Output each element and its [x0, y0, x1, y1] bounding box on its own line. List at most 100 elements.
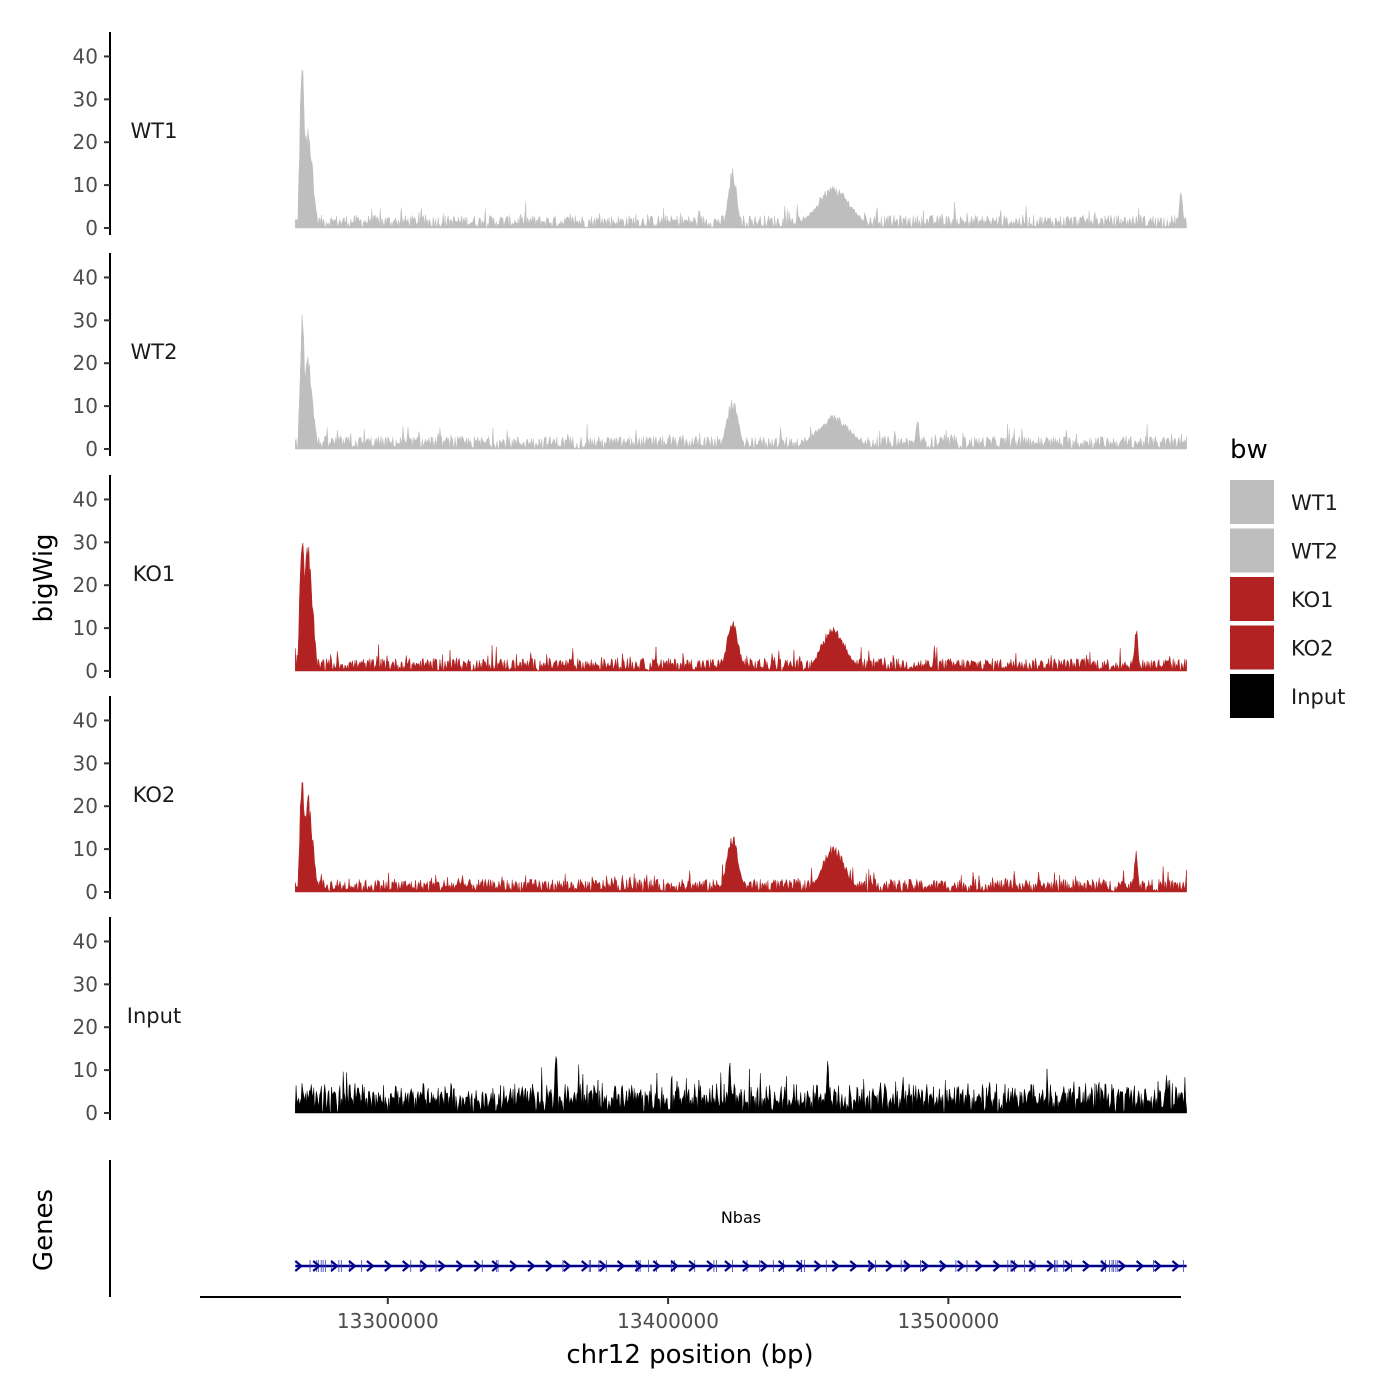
x-tick-label: 13300000: [337, 1309, 439, 1333]
genes-track: Nbas: [109, 1160, 1187, 1297]
y-tick-label: 10: [73, 173, 98, 197]
y-tick-label: 20: [73, 130, 98, 154]
strand-arrow: [294, 1260, 304, 1272]
strand-arrow: [795, 1260, 805, 1272]
strand-arrow: [384, 1260, 393, 1272]
strand-arrow: [992, 1260, 1002, 1272]
strand-arrow: [563, 1260, 572, 1272]
y-tick-label: 10: [73, 394, 98, 418]
signal-area-input: [295, 1056, 1187, 1114]
strand-arrow: [759, 1260, 769, 1272]
y-tick-label: 0: [85, 880, 98, 904]
strand-arrow: [330, 1260, 339, 1272]
signal-area-wt2: [295, 314, 1187, 450]
signal-area-wt1: [295, 69, 1187, 229]
track-label: Input: [127, 1004, 181, 1028]
y-axis-title: bigWig: [29, 533, 59, 622]
strand-arrow: [491, 1260, 500, 1272]
strand-arrow: [938, 1260, 948, 1272]
x-axis: 13300000 13400000 13500000: [200, 1296, 1181, 1333]
strand-arrow: [885, 1260, 894, 1272]
y-tick-label: 30: [73, 87, 98, 111]
legend-swatch-wt1: [1230, 480, 1274, 524]
strand-arrow: [724, 1260, 733, 1272]
strand-arrow: [634, 1260, 644, 1272]
strand-arrow: [1171, 1260, 1181, 1272]
y-tick-label: 0: [85, 216, 98, 240]
x-axis-title: chr12 position (bp): [566, 1340, 813, 1370]
legend-label-ko2: KO2: [1291, 637, 1334, 661]
strand-arrow: [1064, 1260, 1073, 1272]
strand-arrow: [706, 1260, 715, 1272]
y-tick-label: 10: [73, 616, 98, 640]
strand-arrow: [1010, 1260, 1020, 1272]
track-label: KO2: [133, 783, 176, 807]
strand-arrow: [670, 1260, 679, 1272]
strand-arrow: [598, 1260, 608, 1272]
strand-arrow: [1135, 1260, 1145, 1272]
y-tick-label: 20: [73, 794, 98, 818]
strand-arrow: [813, 1260, 823, 1272]
strand-arrow: [312, 1260, 321, 1272]
strand-arrow: [1117, 1260, 1127, 1272]
strand-arrow: [401, 1260, 411, 1272]
strand-arrow: [527, 1260, 536, 1272]
y-tick-label: 30: [73, 751, 98, 775]
x-tick-label: 13400000: [617, 1309, 719, 1333]
legend-title: bw: [1230, 435, 1268, 465]
y-tick-label: 30: [73, 308, 98, 332]
legend-swatch-ko1: [1230, 577, 1274, 621]
legend-label-ko1: KO1: [1291, 588, 1334, 612]
y-tick-label: 40: [73, 265, 98, 289]
y-tick-label: 0: [85, 1101, 98, 1125]
x-tick-label: 13500000: [897, 1309, 999, 1333]
y-tick-label: 30: [73, 972, 98, 996]
strand-arrow: [1082, 1260, 1091, 1272]
strand-arrow: [688, 1260, 697, 1272]
genes-axis-title: Genes: [29, 1189, 59, 1271]
strand-arrow: [1153, 1260, 1163, 1272]
y-tick-label: 40: [73, 708, 98, 732]
y-tick-label: 20: [73, 1015, 98, 1039]
y-tick-label: 10: [73, 837, 98, 861]
gene-label: Nbas: [721, 1208, 761, 1227]
strand-arrow: [867, 1260, 876, 1272]
strand-arrow: [616, 1260, 626, 1272]
legend: bw WT1 WT2 KO1 KO2 Input: [1230, 435, 1345, 718]
track-wt1: 0 10 20 30 40 WT1: [73, 32, 1187, 240]
signal-tracks: 0 10 20 30 40 WT1 0 10 20 30 40 WT2 0 10 20 30 40 KO1 0 10 2…: [73, 32, 1187, 1125]
strand-arrow: [1046, 1260, 1055, 1272]
track-input: 0 10 20 30 40 Input: [73, 917, 1187, 1125]
strand-arrow: [473, 1260, 483, 1272]
track-wt2: 0 10 20 30 40 WT2: [73, 253, 1187, 461]
track-ko2: 0 10 20 30 40 KO2: [73, 696, 1187, 904]
strand-arrow: [742, 1260, 751, 1272]
signal-area-ko1: [295, 542, 1187, 672]
strand-arrow: [509, 1260, 518, 1272]
track-label: KO1: [133, 562, 176, 586]
strand-arrow: [366, 1260, 375, 1272]
legend-swatch-wt2: [1230, 528, 1274, 573]
strand-arrow: [455, 1260, 465, 1272]
strand-arrow: [956, 1260, 966, 1272]
strand-arrow: [545, 1260, 554, 1272]
strand-arrow: [921, 1260, 930, 1272]
strand-arrow: [1028, 1260, 1037, 1272]
track-label: WT2: [131, 340, 178, 364]
strand-arrow: [437, 1260, 447, 1272]
legend-label-input: Input: [1291, 685, 1345, 709]
legend-swatch-ko2: [1230, 625, 1274, 670]
strand-arrow: [777, 1260, 787, 1272]
legend-label-wt1: WT1: [1291, 491, 1338, 515]
y-tick-label: 10: [73, 1058, 98, 1082]
y-tick-label: 0: [85, 437, 98, 461]
legend-swatch-input: [1230, 674, 1274, 718]
strand-arrow: [348, 1260, 357, 1272]
strand-arrow: [652, 1260, 662, 1272]
y-tick-label: 40: [73, 929, 98, 953]
y-tick-label: 40: [73, 487, 98, 511]
signal-area-ko2: [295, 781, 1187, 893]
y-tick-label: 0: [85, 659, 98, 683]
strand-arrow: [419, 1260, 429, 1272]
strand-arrow: [831, 1260, 841, 1272]
